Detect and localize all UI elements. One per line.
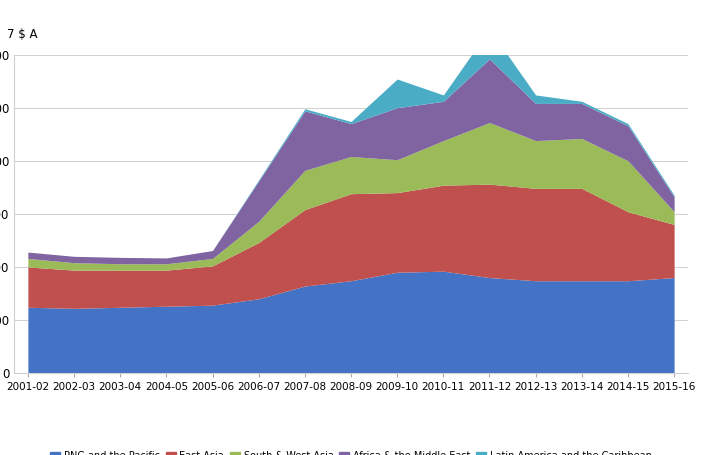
Legend: PNG and the Pacific, East Asia, South & West Asia, Africa & the Middle East, Lat: PNG and the Pacific, East Asia, South & …	[48, 448, 654, 455]
Text: 7 $ A: 7 $ A	[7, 28, 37, 41]
